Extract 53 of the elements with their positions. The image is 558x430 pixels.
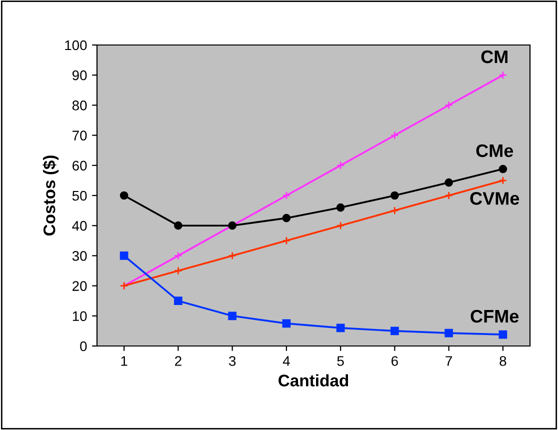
point xyxy=(120,191,128,200)
point xyxy=(390,326,399,336)
point xyxy=(336,221,345,230)
y-tick-label: 30 xyxy=(72,251,87,261)
point xyxy=(336,203,345,212)
x-tick-label: 2 xyxy=(175,356,182,366)
point xyxy=(498,176,508,185)
point xyxy=(228,252,236,260)
series-label: CVMe xyxy=(470,192,520,205)
x-tick-label: 7 xyxy=(446,356,452,366)
y-tick-label: 0 xyxy=(80,341,87,352)
point xyxy=(444,328,453,338)
point xyxy=(174,296,182,306)
point xyxy=(174,266,182,275)
y-tick-label: 40 xyxy=(72,220,87,231)
point xyxy=(444,178,453,187)
series-label: CFMe xyxy=(470,310,519,323)
x-tick-label: 4 xyxy=(282,356,290,366)
point xyxy=(282,214,291,222)
point xyxy=(390,206,399,215)
x-tick-label: 3 xyxy=(228,356,236,366)
point xyxy=(282,191,291,200)
point xyxy=(282,319,291,328)
y-tick-label: 10 xyxy=(72,311,87,322)
point xyxy=(174,221,182,230)
point xyxy=(444,101,453,110)
point xyxy=(336,324,345,332)
point xyxy=(174,252,182,260)
y-tick-label: 60 xyxy=(72,160,87,171)
x-axis-title: Cantidad xyxy=(278,374,348,386)
point xyxy=(498,164,508,174)
y-tick-label: 20 xyxy=(72,281,87,291)
series-label: CMe xyxy=(476,144,514,158)
series-label: CM xyxy=(481,50,508,64)
y-tick-label: 70 xyxy=(72,130,87,140)
point xyxy=(336,161,345,170)
y-tick-label: 80 xyxy=(72,100,87,110)
point xyxy=(390,131,399,140)
y-axis-title: Costos ($) xyxy=(42,156,59,236)
point xyxy=(498,70,508,80)
point xyxy=(282,236,291,245)
x-tick-label: 6 xyxy=(392,356,398,366)
y-tick-label: 90 xyxy=(72,70,87,80)
x-tick-label: 5 xyxy=(337,356,344,366)
point xyxy=(228,312,236,320)
x-tick-label: 1 xyxy=(121,356,128,366)
point xyxy=(444,191,453,200)
y-tick-label: 50 xyxy=(72,190,87,201)
point xyxy=(120,252,128,260)
point xyxy=(498,330,508,339)
point xyxy=(390,191,399,200)
y-tick-label: 100 xyxy=(65,40,87,50)
x-tick-label: 8 xyxy=(500,356,506,366)
